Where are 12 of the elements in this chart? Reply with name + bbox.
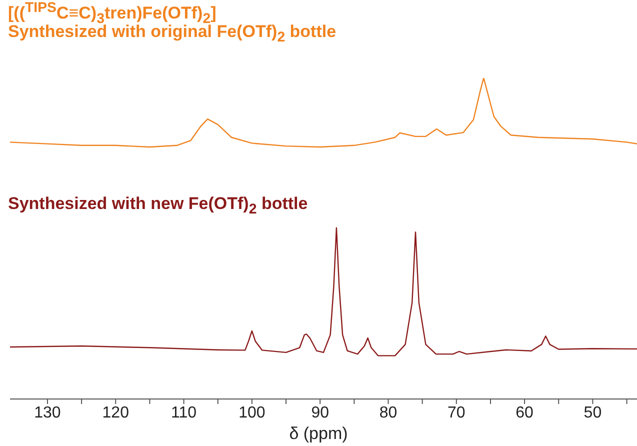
series-label: Synthesized with new Fe(OTf)$_{2}$ bottle xyxy=(8,194,308,218)
x-tick-label: 50 xyxy=(584,404,602,422)
x-tick-label: 110 xyxy=(171,404,197,422)
x-tick-label: 80 xyxy=(379,404,398,422)
x-tick-label: 90 xyxy=(311,404,330,422)
text: Synthesized with original Fe(OTf)$_{2}$ bottle xyxy=(8,22,336,46)
x-axis-title: δ (ppm) xyxy=(288,424,349,444)
x-tick-label: 70 xyxy=(448,404,466,422)
x-tick-label: 120 xyxy=(102,404,130,422)
x-tick-label: 130 xyxy=(34,404,61,422)
x-tick-label: 100 xyxy=(238,404,266,422)
x-tick-label: 60 xyxy=(516,404,534,422)
